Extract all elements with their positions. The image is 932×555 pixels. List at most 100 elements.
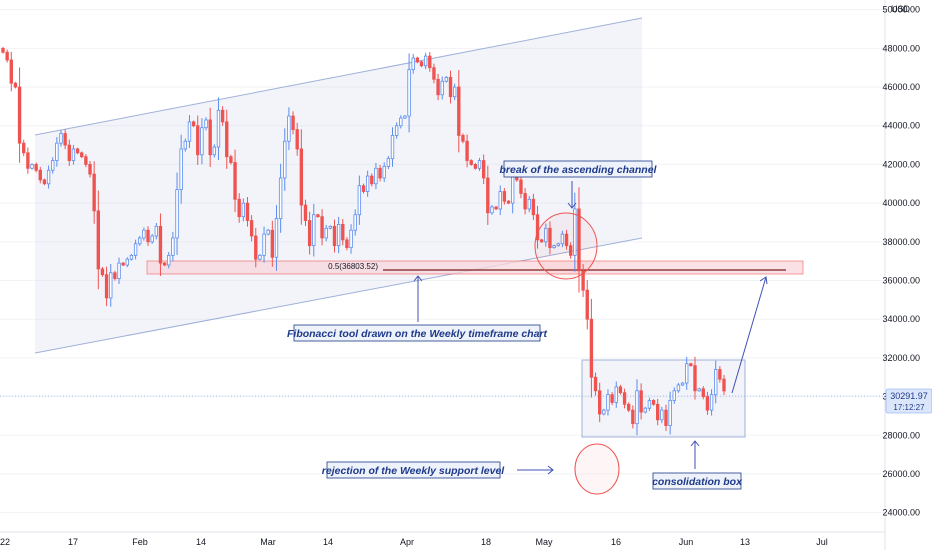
candle-down[interactable] bbox=[639, 390, 643, 413]
candle-up[interactable] bbox=[643, 407, 647, 413]
candle-down[interactable] bbox=[465, 140, 469, 161]
candle-down[interactable] bbox=[237, 198, 241, 218]
candle-up[interactable] bbox=[278, 177, 283, 220]
candle-up[interactable] bbox=[258, 254, 262, 260]
candle-down[interactable] bbox=[568, 245, 573, 256]
candle-down[interactable] bbox=[295, 129, 299, 150]
rejection-circle[interactable] bbox=[574, 443, 620, 495]
candle-down[interactable] bbox=[225, 121, 229, 158]
candle-up[interactable] bbox=[71, 148, 76, 161]
candle-up[interactable] bbox=[30, 164, 34, 169]
candle-down[interactable] bbox=[341, 224, 345, 241]
candle-down[interactable] bbox=[598, 390, 602, 415]
candle-down[interactable] bbox=[627, 403, 631, 411]
price-axis[interactable]: USD 24000.0026000.0028000.0030000.003200… bbox=[882, 0, 920, 550]
candle-down[interactable] bbox=[92, 173, 96, 212]
candle-down[interactable] bbox=[67, 144, 71, 161]
candle-down[interactable] bbox=[577, 208, 581, 272]
candle-up[interactable] bbox=[212, 146, 217, 156]
candle-up[interactable] bbox=[614, 386, 618, 403]
candle-up[interactable] bbox=[490, 206, 494, 214]
candle-up[interactable] bbox=[109, 272, 113, 299]
candle-down[interactable] bbox=[75, 148, 80, 154]
candle-up[interactable] bbox=[187, 121, 192, 142]
candle-up[interactable] bbox=[353, 214, 357, 231]
candle-up[interactable] bbox=[175, 189, 179, 239]
candle-up[interactable] bbox=[602, 409, 606, 415]
candle-up[interactable] bbox=[452, 86, 457, 98]
candle-down[interactable] bbox=[84, 156, 88, 165]
candle-down[interactable] bbox=[9, 59, 13, 84]
candle-down[interactable] bbox=[436, 78, 440, 96]
candle-up[interactable] bbox=[283, 140, 287, 179]
candle-up[interactable] bbox=[336, 224, 341, 247]
candle-down[interactable] bbox=[270, 229, 275, 258]
candle-down[interactable] bbox=[618, 386, 623, 394]
candle-down[interactable] bbox=[448, 76, 453, 98]
candle-down[interactable] bbox=[593, 376, 598, 392]
candle-up[interactable] bbox=[154, 225, 159, 237]
candle-down[interactable] bbox=[519, 179, 523, 194]
candle-down[interactable] bbox=[22, 142, 26, 154]
candle-down[interactable] bbox=[705, 396, 710, 411]
candle-up[interactable] bbox=[382, 165, 386, 179]
candle-down[interactable] bbox=[121, 262, 125, 266]
candle-up[interactable] bbox=[55, 142, 59, 161]
candle-up[interactable] bbox=[117, 262, 121, 279]
candle-up[interactable] bbox=[59, 133, 63, 144]
candle-up[interactable] bbox=[403, 115, 407, 119]
candle-down[interactable] bbox=[307, 220, 312, 247]
break-circle[interactable] bbox=[534, 212, 598, 280]
candle-up[interactable] bbox=[357, 185, 362, 216]
candle-up[interactable] bbox=[560, 233, 565, 245]
candle-down[interactable] bbox=[539, 239, 544, 243]
candle-up[interactable] bbox=[647, 400, 652, 409]
candle-down[interactable] bbox=[664, 409, 668, 426]
candle-down[interactable] bbox=[291, 115, 295, 131]
candle-down[interactable] bbox=[610, 394, 614, 403]
candle-up[interactable] bbox=[606, 394, 610, 411]
candle-down[interactable] bbox=[457, 86, 461, 136]
candle-up[interactable] bbox=[680, 382, 685, 386]
candle-down[interactable] bbox=[316, 214, 320, 218]
candle-down[interactable] bbox=[589, 318, 594, 378]
candle-down[interactable] bbox=[345, 239, 349, 249]
candle-up[interactable] bbox=[556, 243, 560, 247]
time-axis[interactable]: 22 17 Feb 14 Mar 14 Apr 18 May 16 Jun 13 Jul bbox=[0, 531, 885, 547]
candle-up[interactable] bbox=[171, 237, 175, 256]
candle-down[interactable] bbox=[693, 365, 697, 392]
candle-up[interactable] bbox=[150, 235, 154, 243]
candle-up[interactable] bbox=[167, 254, 171, 266]
fib-zone[interactable] bbox=[146, 260, 804, 275]
candle-up[interactable] bbox=[399, 117, 403, 127]
candle-down[interactable] bbox=[651, 400, 656, 405]
candle-up[interactable] bbox=[498, 191, 502, 210]
candle-down[interactable] bbox=[42, 179, 47, 185]
candle-down[interactable] bbox=[506, 200, 511, 204]
candle-down[interactable] bbox=[332, 225, 337, 247]
candle-down[interactable] bbox=[419, 61, 424, 67]
candle-up[interactable] bbox=[544, 227, 548, 243]
candle-down[interactable] bbox=[428, 55, 432, 69]
candle-down[interactable] bbox=[299, 148, 304, 206]
candle-up[interactable] bbox=[477, 160, 482, 169]
candle-up[interactable] bbox=[133, 243, 138, 256]
candle-down[interactable] bbox=[162, 262, 167, 266]
candle-down[interactable] bbox=[523, 193, 527, 210]
candle-down[interactable] bbox=[564, 233, 569, 247]
candle-down[interactable] bbox=[80, 152, 84, 158]
candle-down[interactable] bbox=[531, 198, 536, 216]
candle-up[interactable] bbox=[129, 254, 134, 260]
candle-up[interactable] bbox=[386, 158, 391, 167]
candle-down[interactable] bbox=[249, 220, 254, 237]
fib-note[interactable]: Fibonacci tool drawn on the Weekly timef… bbox=[287, 324, 548, 342]
candle-down[interactable] bbox=[415, 57, 420, 63]
candle-down[interactable] bbox=[320, 216, 324, 239]
candle-down[interactable] bbox=[461, 135, 465, 142]
candle-up[interactable] bbox=[287, 115, 291, 142]
candle-up[interactable] bbox=[312, 214, 316, 247]
candle-down[interactable] bbox=[535, 214, 540, 241]
candle-down[interactable] bbox=[581, 270, 585, 291]
candle-up[interactable] bbox=[204, 119, 208, 129]
candle-down[interactable] bbox=[481, 160, 486, 179]
